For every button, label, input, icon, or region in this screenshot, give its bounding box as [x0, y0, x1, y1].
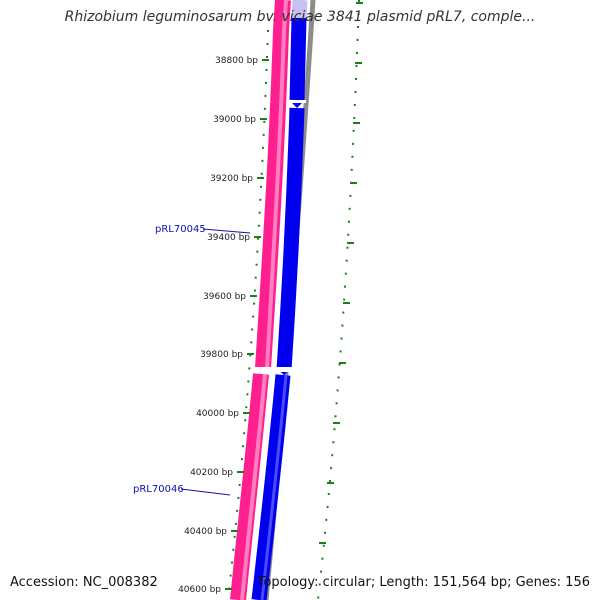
forward-strand-gene-2: [230, 373, 269, 600]
tick-label: 40400 bp: [184, 527, 227, 537]
tick-label: 40200 bp: [190, 468, 233, 478]
forward-strand-highlight-1: [265, 0, 288, 369]
reverse-strand-gene-2: [276, 107, 305, 371]
gene-label-leader: [202, 228, 251, 234]
tick-label: 39600 bp: [203, 292, 246, 302]
tick-label: 39200 bp: [210, 174, 253, 184]
tick-label: 39800 bp: [200, 350, 243, 360]
gene-label-leader: [180, 488, 231, 496]
reverse-strand-gene-1: [289, 17, 307, 101]
inner-dotted-ruler: [227, 29, 269, 600]
tick-label: 39000 bp: [213, 115, 256, 125]
tick-label: 38800 bp: [215, 56, 258, 66]
tick-label: 40000 bp: [196, 409, 239, 419]
gene-separator-1: [288, 100, 306, 103]
topology-summary: Topology: circular; Length: 151,564 bp; …: [257, 575, 590, 590]
reverse-strand-top-lilac: [291, 0, 308, 19]
gene-label[interactable]: pRL70045: [155, 224, 206, 235]
tick-label: 40600 bp: [178, 585, 221, 595]
tick-label: 39400 bp: [207, 233, 250, 243]
map-title: Rhizobium leguminosarum bv. viciae 3841 …: [64, 9, 536, 25]
forward-strand-gene-1: [255, 0, 291, 369]
forward-strand-highlight-2: [240, 373, 267, 600]
gene-separator-2: [252, 367, 292, 372]
reverse-strand-highlight: [260, 374, 288, 600]
outer-dotted-ruler: [317, 0, 360, 600]
gene-label[interactable]: pRL70046: [133, 484, 184, 495]
accession-text: Accession: NC_008382: [10, 575, 158, 590]
reverse-strand-gene-3: [251, 374, 291, 600]
